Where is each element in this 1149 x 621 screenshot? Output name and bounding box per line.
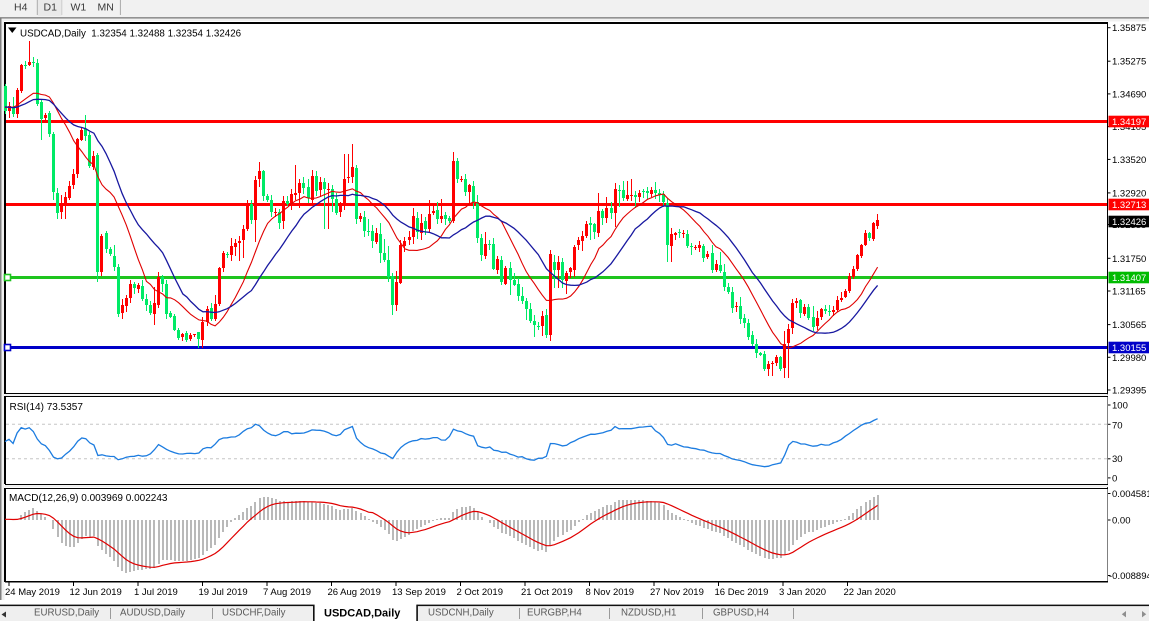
svg-text:0.00: 0.00: [1112, 516, 1131, 527]
svg-text:100: 100: [1112, 401, 1128, 412]
svg-text:EURGBP,H4: EURGBP,H4: [527, 608, 582, 619]
svg-text:22 Jan 2020: 22 Jan 2020: [844, 587, 896, 598]
svg-text:USDCAD,Daily: USDCAD,Daily: [324, 608, 401, 620]
svg-text:MN: MN: [98, 1, 114, 13]
svg-text:EURUSD,Daily: EURUSD,Daily: [34, 608, 99, 619]
svg-text:USDCHF,Daily: USDCHF,Daily: [222, 608, 286, 619]
svg-text:0.004581: 0.004581: [1112, 489, 1149, 500]
svg-text:7 Aug 2019: 7 Aug 2019: [263, 587, 311, 598]
svg-text:1.31407: 1.31407: [1112, 273, 1146, 284]
svg-text:21 Oct 2019: 21 Oct 2019: [521, 587, 573, 598]
svg-text:1.33520: 1.33520: [1112, 155, 1146, 166]
svg-text:24 May 2019: 24 May 2019: [5, 587, 60, 598]
svg-text:1.34105: 1.34105: [1112, 122, 1146, 133]
svg-text:3 Jan 2020: 3 Jan 2020: [779, 587, 826, 598]
svg-text:GBPUSD,H4: GBPUSD,H4: [713, 608, 770, 619]
svg-text:1.30565: 1.30565: [1112, 320, 1146, 331]
svg-text:D1: D1: [44, 1, 58, 13]
svg-text:W1: W1: [71, 1, 87, 13]
svg-text:1.31165: 1.31165: [1112, 287, 1146, 298]
svg-text:8 Nov 2019: 8 Nov 2019: [586, 587, 635, 598]
svg-text:16 Dec 2019: 16 Dec 2019: [715, 587, 769, 598]
svg-text:19 Jul 2019: 19 Jul 2019: [199, 587, 248, 598]
svg-text:26 Aug 2019: 26 Aug 2019: [328, 587, 381, 598]
svg-text:RSI(14) 73.5357: RSI(14) 73.5357: [10, 402, 84, 413]
svg-text:1.34197: 1.34197: [1112, 117, 1146, 128]
svg-text:1.32920: 1.32920: [1112, 188, 1146, 199]
svg-text:30: 30: [1112, 454, 1123, 465]
svg-text:1.34690: 1.34690: [1112, 89, 1146, 100]
svg-text:1.30155: 1.30155: [1112, 343, 1146, 354]
svg-text:1.29395: 1.29395: [1112, 386, 1146, 397]
svg-text:0: 0: [1112, 473, 1117, 484]
svg-text:13 Sep 2019: 13 Sep 2019: [392, 587, 446, 598]
svg-text:27 Nov 2019: 27 Nov 2019: [650, 587, 704, 598]
svg-text:1.31750: 1.31750: [1112, 254, 1146, 265]
svg-text:1.35275: 1.35275: [1112, 57, 1146, 68]
svg-text:1.32426: 1.32426: [1112, 217, 1146, 228]
svg-text:70: 70: [1112, 421, 1123, 432]
svg-text:2 Oct 2019: 2 Oct 2019: [457, 587, 503, 598]
svg-text:USDCNH,Daily: USDCNH,Daily: [428, 608, 494, 619]
svg-text:USDCAD,Daily 1.32354 1.32488: USDCAD,Daily 1.32354 1.32488 1.32354 1.3…: [20, 29, 242, 40]
svg-text:NZDUSD,H1: NZDUSD,H1: [621, 608, 676, 619]
svg-text:AUDUSD,Daily: AUDUSD,Daily: [120, 608, 185, 619]
svg-text:1 Jul 2019: 1 Jul 2019: [134, 587, 178, 598]
svg-text:1.32713: 1.32713: [1112, 200, 1146, 211]
svg-text:12 Jun 2019: 12 Jun 2019: [70, 587, 122, 598]
svg-text:H4: H4: [14, 1, 28, 13]
svg-text:-0.008894: -0.008894: [1109, 571, 1149, 582]
svg-text:MACD(12,26,9) 0.003969 0.00224: MACD(12,26,9) 0.003969 0.002243: [9, 493, 168, 504]
svg-text:1.29980: 1.29980: [1112, 353, 1146, 364]
svg-text:1.35875: 1.35875: [1112, 23, 1146, 34]
